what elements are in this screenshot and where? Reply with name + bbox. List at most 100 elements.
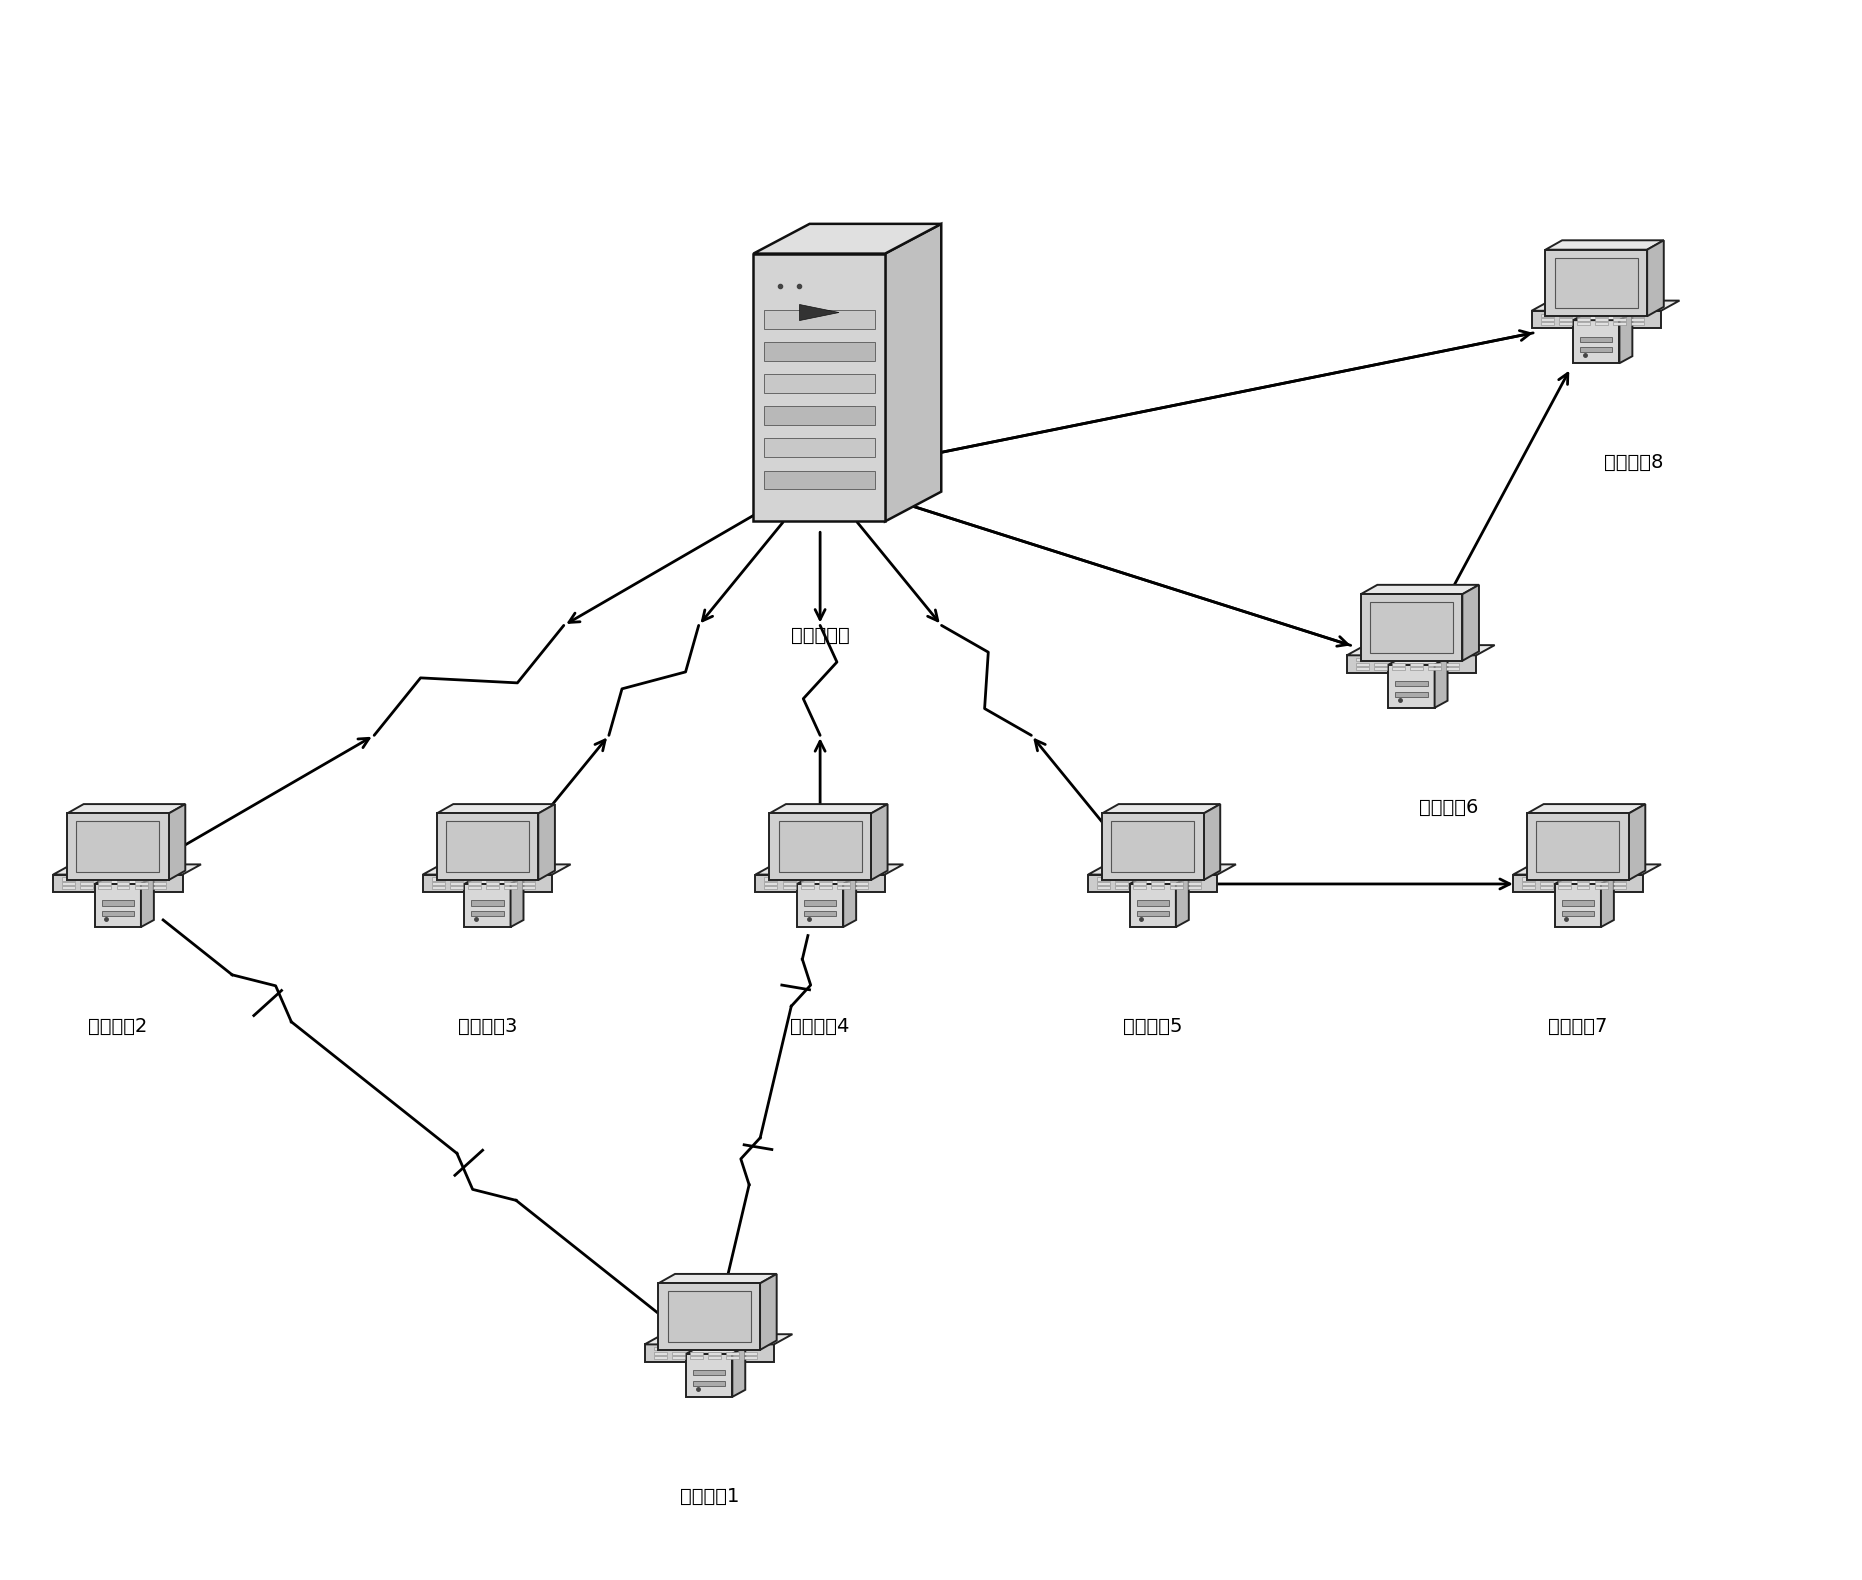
Polygon shape bbox=[769, 814, 871, 880]
Polygon shape bbox=[1562, 912, 1594, 916]
Polygon shape bbox=[95, 877, 155, 883]
Polygon shape bbox=[102, 912, 134, 916]
Polygon shape bbox=[654, 1351, 667, 1354]
Polygon shape bbox=[1374, 659, 1387, 662]
Polygon shape bbox=[1361, 594, 1462, 660]
Polygon shape bbox=[1577, 877, 1590, 880]
Polygon shape bbox=[1346, 656, 1477, 673]
Polygon shape bbox=[1134, 886, 1147, 890]
Polygon shape bbox=[819, 882, 832, 885]
Polygon shape bbox=[693, 1370, 726, 1375]
Polygon shape bbox=[102, 901, 134, 905]
Polygon shape bbox=[855, 877, 868, 880]
Polygon shape bbox=[1102, 814, 1203, 880]
Polygon shape bbox=[505, 882, 518, 885]
Polygon shape bbox=[1428, 659, 1441, 662]
Polygon shape bbox=[672, 1351, 685, 1354]
Polygon shape bbox=[1540, 318, 1553, 321]
Polygon shape bbox=[708, 1348, 721, 1351]
Polygon shape bbox=[61, 877, 74, 880]
Text: 用户设剹5: 用户设剹5 bbox=[1123, 1018, 1182, 1036]
Polygon shape bbox=[1631, 314, 1644, 318]
Polygon shape bbox=[801, 882, 814, 885]
Polygon shape bbox=[134, 877, 147, 880]
Polygon shape bbox=[1112, 822, 1194, 872]
Polygon shape bbox=[765, 886, 778, 890]
Polygon shape bbox=[1370, 602, 1452, 653]
Polygon shape bbox=[760, 1273, 776, 1349]
Polygon shape bbox=[763, 438, 875, 457]
Polygon shape bbox=[1087, 864, 1236, 875]
Polygon shape bbox=[708, 1351, 721, 1354]
Polygon shape bbox=[1612, 314, 1626, 318]
Polygon shape bbox=[1395, 681, 1428, 686]
Polygon shape bbox=[67, 804, 186, 814]
Polygon shape bbox=[1594, 886, 1607, 890]
Polygon shape bbox=[1134, 882, 1147, 885]
Polygon shape bbox=[756, 875, 884, 891]
Polygon shape bbox=[1097, 877, 1110, 880]
Polygon shape bbox=[445, 822, 529, 872]
Polygon shape bbox=[855, 882, 868, 885]
Polygon shape bbox=[117, 882, 130, 885]
Text: 用户设剹3: 用户设剹3 bbox=[458, 1018, 518, 1036]
Polygon shape bbox=[1536, 822, 1620, 872]
Polygon shape bbox=[169, 804, 186, 880]
Polygon shape bbox=[745, 1348, 758, 1351]
Polygon shape bbox=[1558, 314, 1572, 318]
Polygon shape bbox=[451, 886, 464, 890]
Polygon shape bbox=[754, 254, 884, 521]
Polygon shape bbox=[1577, 314, 1590, 318]
Polygon shape bbox=[1102, 804, 1220, 814]
Polygon shape bbox=[1573, 313, 1633, 321]
Polygon shape bbox=[153, 886, 166, 890]
Polygon shape bbox=[471, 901, 503, 905]
Polygon shape bbox=[672, 1356, 685, 1359]
Polygon shape bbox=[1097, 882, 1110, 885]
Polygon shape bbox=[80, 882, 93, 885]
Polygon shape bbox=[782, 886, 795, 890]
Polygon shape bbox=[689, 1356, 702, 1359]
Polygon shape bbox=[1573, 321, 1620, 363]
Polygon shape bbox=[486, 886, 499, 890]
Polygon shape bbox=[451, 882, 464, 885]
Polygon shape bbox=[1648, 240, 1665, 316]
Polygon shape bbox=[1594, 877, 1607, 880]
Polygon shape bbox=[1581, 337, 1612, 341]
Polygon shape bbox=[1447, 662, 1460, 665]
Polygon shape bbox=[685, 1354, 732, 1397]
Polygon shape bbox=[117, 886, 130, 890]
Polygon shape bbox=[1631, 322, 1644, 325]
Polygon shape bbox=[871, 804, 888, 880]
Polygon shape bbox=[1169, 886, 1182, 890]
Polygon shape bbox=[1558, 877, 1572, 880]
Polygon shape bbox=[1151, 877, 1164, 880]
Polygon shape bbox=[1555, 258, 1639, 308]
Polygon shape bbox=[1596, 322, 1609, 325]
Polygon shape bbox=[1532, 311, 1661, 329]
Polygon shape bbox=[1527, 814, 1629, 880]
Polygon shape bbox=[61, 882, 74, 885]
Polygon shape bbox=[763, 471, 875, 490]
Polygon shape bbox=[1545, 250, 1648, 316]
Polygon shape bbox=[659, 1273, 776, 1283]
Polygon shape bbox=[1540, 322, 1553, 325]
Polygon shape bbox=[1581, 348, 1612, 352]
Polygon shape bbox=[1434, 657, 1447, 708]
Polygon shape bbox=[726, 1356, 739, 1359]
Polygon shape bbox=[1514, 875, 1642, 891]
Polygon shape bbox=[1134, 877, 1147, 880]
Polygon shape bbox=[99, 886, 112, 890]
Polygon shape bbox=[1203, 804, 1220, 880]
Polygon shape bbox=[486, 882, 499, 885]
Polygon shape bbox=[1532, 300, 1680, 311]
Polygon shape bbox=[1356, 667, 1369, 670]
Polygon shape bbox=[467, 877, 480, 880]
Polygon shape bbox=[685, 1346, 745, 1354]
Polygon shape bbox=[1188, 882, 1201, 885]
Polygon shape bbox=[836, 882, 849, 885]
Polygon shape bbox=[1097, 886, 1110, 890]
Polygon shape bbox=[778, 822, 862, 872]
Polygon shape bbox=[763, 406, 875, 425]
Polygon shape bbox=[763, 341, 875, 360]
